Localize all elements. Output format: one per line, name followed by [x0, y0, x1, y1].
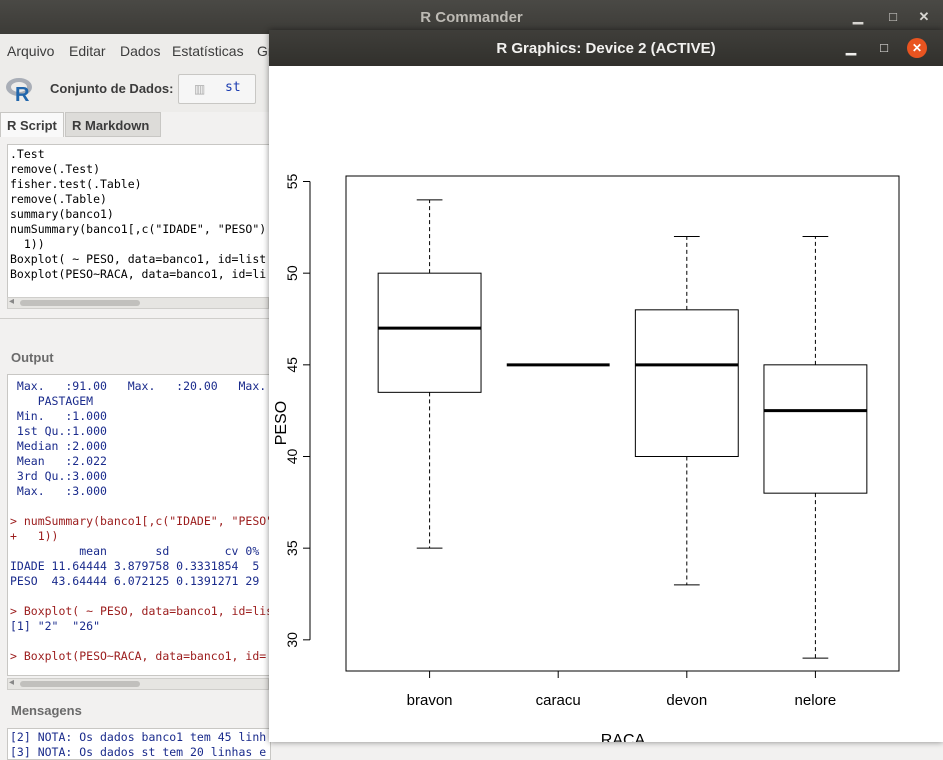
x-tick-label: caracu — [536, 692, 581, 709]
output-line: Mean :2.022 — [10, 454, 107, 468]
boxplot-chart: 30 35 40 45 50 55 bravon caracu devon nelore PES… — [273, 174, 900, 742]
x-axis-label: RACA — [601, 732, 646, 742]
dataset-label: Conjunto de Dados: — [50, 81, 174, 96]
output-line: 3rd Qu.:3.000 — [10, 469, 107, 483]
output-label: Output — [11, 350, 54, 365]
r-logo-icon: R — [6, 78, 32, 104]
output-line: Median :2.000 — [10, 439, 107, 453]
output-line: + 1)) — [10, 529, 59, 543]
y-tick-label: 35 — [284, 540, 300, 556]
message-line: [3] NOTA: Os dados st tem 20 linhas e 2 … — [10, 745, 267, 759]
y-tick-label: 50 — [284, 265, 300, 281]
output-line: [1] "2" "26" — [10, 619, 101, 633]
box-rect — [377, 272, 482, 393]
script-editor[interactable]: .Test remove(.Test) fisher.test(.Table) rem… — [7, 144, 271, 299]
scroll-thumb[interactable] — [20, 300, 140, 306]
output-line: > numSummary(banco1[,c("IDADE", "PESO" — [10, 514, 271, 528]
maximize-icon[interactable]: □ — [889, 9, 897, 24]
dataset-name: st — [225, 80, 241, 95]
tab-r-markdown[interactable]: R Markdown — [65, 112, 161, 137]
minimize-icon[interactable]: ▁ — [846, 40, 856, 55]
script-line: fisher.test(.Table) — [10, 177, 142, 191]
output-line: PESO 43.64444 6.072125 0.1391271 29 — [10, 574, 260, 588]
scroll-thumb[interactable] — [20, 681, 140, 687]
box-rect — [634, 309, 739, 457]
x-tick-label: devon — [666, 692, 707, 709]
output-line — [10, 589, 270, 604]
y-tick-label: 30 — [284, 632, 300, 648]
box-bravon — [377, 199, 482, 549]
script-line: .Test — [10, 147, 45, 161]
y-axis-label: PESO — [273, 401, 290, 445]
script-line: Boxplot( ~ PESO, data=banco1, id=list — [10, 252, 267, 266]
output-line: mean sd cv 0% — [10, 544, 260, 558]
output-line: Max. :3.000 — [10, 484, 107, 498]
rcommander-titlebar: R Commander ▁ □ ✕ — [0, 0, 943, 34]
output-hscrollbar[interactable]: ◂ — [7, 677, 269, 690]
output-line: PASTAGEM — [10, 394, 94, 408]
script-code: .Test remove(.Test) fisher.test(.Table) rem… — [8, 145, 270, 282]
output-pane[interactable]: Max. :91.00 Max. :20.00 Max. PASTAGEM Mi… — [7, 374, 271, 676]
output-line: > Boxplot(PESO~RACA, data=banco1, id= — [10, 649, 267, 663]
y-tick-label: 40 — [284, 449, 300, 465]
x-tick-label: nelore — [795, 692, 837, 709]
graphics-window: R Graphics: Device 2 (ACTIVE) ▁ □ ✕ 30 35… — [269, 30, 943, 742]
output-line: IDADE 11.64444 3.879758 0.3331854 5 — [10, 559, 260, 573]
script-line: Boxplot(PESO~RACA, data=banco1, id=li — [10, 267, 267, 281]
boxes — [377, 199, 868, 659]
scroll-left-icon[interactable]: ◂ — [9, 677, 15, 688]
graphics-title: R Graphics: Device 2 (ACTIVE) — [496, 40, 716, 57]
menu-estatisticas[interactable]: Estatísticas — [172, 43, 244, 59]
table-icon: ▥ — [194, 82, 206, 96]
y-tick-label: 45 — [284, 357, 300, 373]
script-hscrollbar[interactable]: ◂ — [7, 296, 269, 309]
script-line: remove(.Test) — [10, 162, 101, 176]
x-axis: bravon caracu devon nelore — [407, 670, 837, 709]
script-line: remove(.Table) — [10, 192, 107, 206]
messages-label: Mensagens — [11, 703, 82, 718]
y-axis: 30 35 40 45 50 55 — [284, 174, 311, 648]
pane-divider[interactable] — [0, 318, 270, 319]
tab-r-script[interactable]: R Script — [0, 112, 64, 137]
box-nelore — [763, 236, 868, 659]
script-line: 1)) — [10, 237, 45, 251]
box-devon — [634, 236, 739, 586]
x-tick-label: bravon — [407, 692, 453, 709]
output-line — [10, 499, 270, 514]
r-logo-letter: R — [15, 84, 30, 104]
script-line: numSummary(banco1[,c("IDADE", "PESO") — [10, 222, 267, 236]
script-line: summary(banco1) — [10, 207, 114, 221]
output-line: Max. :91.00 Max. :20.00 Max. — [10, 379, 267, 393]
menu-graficos[interactable]: Gr — [257, 43, 273, 59]
dataset-button[interactable]: ▥ st — [178, 74, 256, 104]
menu-arquivo[interactable]: Arquivo — [7, 43, 55, 59]
output-code: Max. :91.00 Max. :20.00 Max. PASTAGEM Mi… — [8, 375, 270, 664]
graphics-titlebar[interactable]: R Graphics: Device 2 (ACTIVE) ▁ □ ✕ — [269, 30, 943, 66]
rcommander-title: R Commander — [420, 9, 523, 26]
output-line: Min. :1.000 — [10, 409, 107, 423]
script-tabs: R Script R Markdown — [0, 112, 300, 138]
maximize-icon[interactable]: □ — [880, 40, 888, 55]
messages-code: [2] NOTA: Os dados banco1 tem 45 linh [3]… — [8, 729, 270, 759]
box-rect — [763, 364, 868, 494]
close-icon[interactable]: ✕ — [918, 9, 930, 24]
y-tick-label: 55 — [284, 174, 300, 190]
message-line: [2] NOTA: Os dados banco1 tem 45 linh — [10, 730, 267, 744]
output-line — [10, 634, 270, 649]
minimize-icon[interactable]: ▁ — [853, 9, 863, 24]
menu-dados[interactable]: Dados — [120, 43, 161, 59]
menu-editar[interactable]: Editar — [69, 43, 106, 59]
close-icon[interactable]: ✕ — [907, 38, 927, 58]
output-line: 1st Qu.:1.000 — [10, 424, 107, 438]
output-line: > Boxplot( ~ PESO, data=banco1, id=lis — [10, 604, 271, 618]
messages-pane[interactable]: [2] NOTA: Os dados banco1 tem 45 linh [3]… — [7, 728, 271, 760]
scroll-left-icon[interactable]: ◂ — [9, 296, 15, 307]
